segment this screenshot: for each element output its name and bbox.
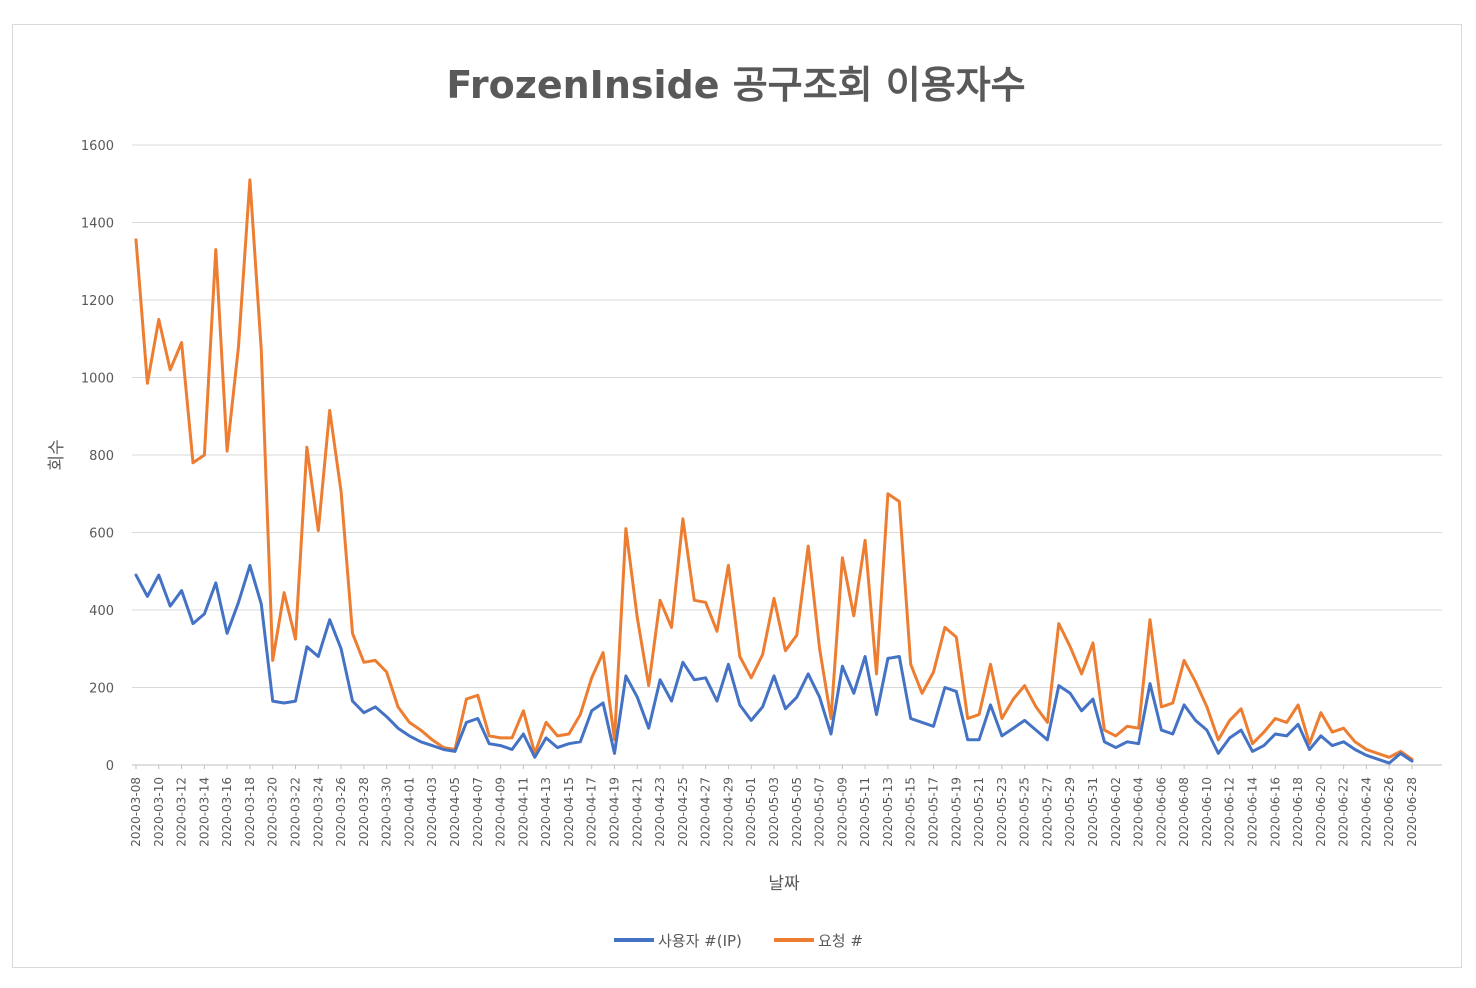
y-tick-label: 0	[106, 759, 114, 774]
x-tick-label: 2020-04-15	[562, 777, 576, 847]
x-tick-label: 2020-06-10	[1200, 777, 1214, 847]
x-tick-label: 2020-03-20	[266, 777, 280, 847]
x-tick-label: 2020-03-16	[220, 777, 234, 847]
x-tick-label: 2020-03-14	[197, 777, 211, 847]
x-tick-label: 2020-03-28	[357, 777, 371, 847]
x-tick-label: 2020-04-27	[699, 777, 713, 847]
x-tick-label: 2020-04-11	[516, 777, 530, 847]
x-tick-label: 2020-03-08	[129, 777, 143, 847]
legend-label-1: 사용자 #(IP)	[658, 932, 742, 950]
x-tick-label: 2020-05-23	[995, 777, 1009, 847]
legend: 사용자 #(IP) 요청 #	[614, 932, 863, 950]
x-tick-label: 2020-06-06	[1154, 777, 1168, 847]
x-tick-label: 2020-04-19	[608, 777, 622, 847]
x-tick-label: 2020-05-05	[790, 777, 804, 847]
x-tick-label: 2020-06-20	[1314, 777, 1328, 847]
x-tick-label: 2020-05-01	[744, 777, 758, 847]
x-tick-label: 2020-03-26	[334, 777, 348, 847]
x-tick-label: 2020-05-03	[767, 777, 781, 847]
y-tick-label: 1200	[81, 294, 114, 309]
x-tick-label: 2020-05-07	[813, 777, 827, 847]
y-tick-label: 200	[89, 682, 114, 697]
x-tick-label: 2020-04-25	[676, 777, 690, 847]
x-tick-label: 2020-03-12	[175, 777, 189, 847]
y-tick-label: 1000	[81, 372, 114, 387]
x-tick-label: 2020-06-28	[1405, 777, 1419, 847]
x-tick-label: 2020-06-02	[1109, 777, 1123, 847]
x-tick-label: 2020-04-09	[494, 777, 508, 847]
x-tick-label: 2020-06-12	[1223, 777, 1237, 847]
series-line-2	[134, 178, 1414, 761]
y-tick-label: 800	[89, 449, 114, 464]
x-tick-label: 2020-05-15	[904, 777, 918, 847]
x-tick-label: 2020-06-16	[1268, 777, 1282, 847]
series-line-1	[134, 563, 1414, 765]
x-tick-label: 2020-03-22	[289, 777, 303, 847]
x-tick-label: 2020-04-23	[653, 777, 667, 847]
x-tick-label: 2020-03-24	[311, 777, 325, 847]
gridlines	[132, 144, 1442, 766]
x-tick-label: 2020-06-18	[1291, 777, 1305, 847]
x-tick-label: 2020-05-29	[1063, 777, 1077, 847]
x-tick-label: 2020-06-24	[1359, 777, 1373, 847]
y-tick-label: 1400	[81, 217, 114, 232]
x-tick-label: 2020-06-22	[1337, 777, 1351, 847]
x-tick-label: 2020-05-13	[881, 777, 895, 847]
x-tick-label: 2020-05-21	[972, 777, 986, 847]
x-tick-label: 2020-06-26	[1382, 777, 1396, 847]
x-tick-label: 2020-05-11	[858, 777, 872, 847]
x-tick-label: 2020-04-13	[539, 777, 553, 847]
y-axis-ticks: 0 200 400 600 800 1000 1200 1400 1600	[81, 139, 114, 774]
series-lines	[134, 178, 1414, 765]
x-tick-label: 2020-06-08	[1177, 777, 1191, 847]
x-tick-label: 2020-05-09	[835, 777, 849, 847]
x-tick-label: 2020-04-03	[425, 777, 439, 847]
x-axis-title: 날짜	[768, 874, 800, 894]
x-tick-label: 2020-05-19	[949, 777, 963, 847]
x-tick-label: 2020-05-27	[1040, 777, 1054, 847]
y-axis-title: 회수	[47, 439, 67, 470]
x-tick-label: 2020-05-31	[1086, 777, 1100, 847]
chart-frame	[12, 24, 1462, 968]
y-tick-label: 400	[89, 604, 114, 619]
chart-title: FrozenInside 공구조회 이용자수	[446, 63, 1025, 107]
x-tick-label: 2020-03-30	[380, 777, 394, 847]
x-tick-label: 2020-04-01	[402, 777, 416, 847]
x-tick-label: 2020-04-21	[630, 777, 644, 847]
x-tick-label: 2020-04-17	[585, 777, 599, 847]
x-tick-label: 2020-04-05	[448, 777, 462, 847]
x-tick-label: 2020-06-14	[1246, 777, 1260, 847]
x-tick-label: 2020-05-17	[927, 777, 941, 847]
x-axis-ticks: 2020-03-08 2020-03-10 2020-03-12 2020-03-14…	[129, 765, 1419, 847]
x-tick-label: 2020-04-29	[721, 777, 735, 847]
y-tick-label: 1600	[81, 139, 114, 154]
x-tick-label: 2020-03-18	[243, 777, 257, 847]
x-tick-label: 2020-04-07	[471, 777, 485, 847]
x-tick-label: 2020-05-25	[1018, 777, 1032, 847]
x-tick-label: 2020-06-04	[1132, 777, 1146, 847]
x-tick-label: 2020-03-10	[152, 777, 166, 847]
legend-label-2: 요청 #	[818, 932, 863, 950]
y-tick-label: 600	[89, 527, 114, 542]
